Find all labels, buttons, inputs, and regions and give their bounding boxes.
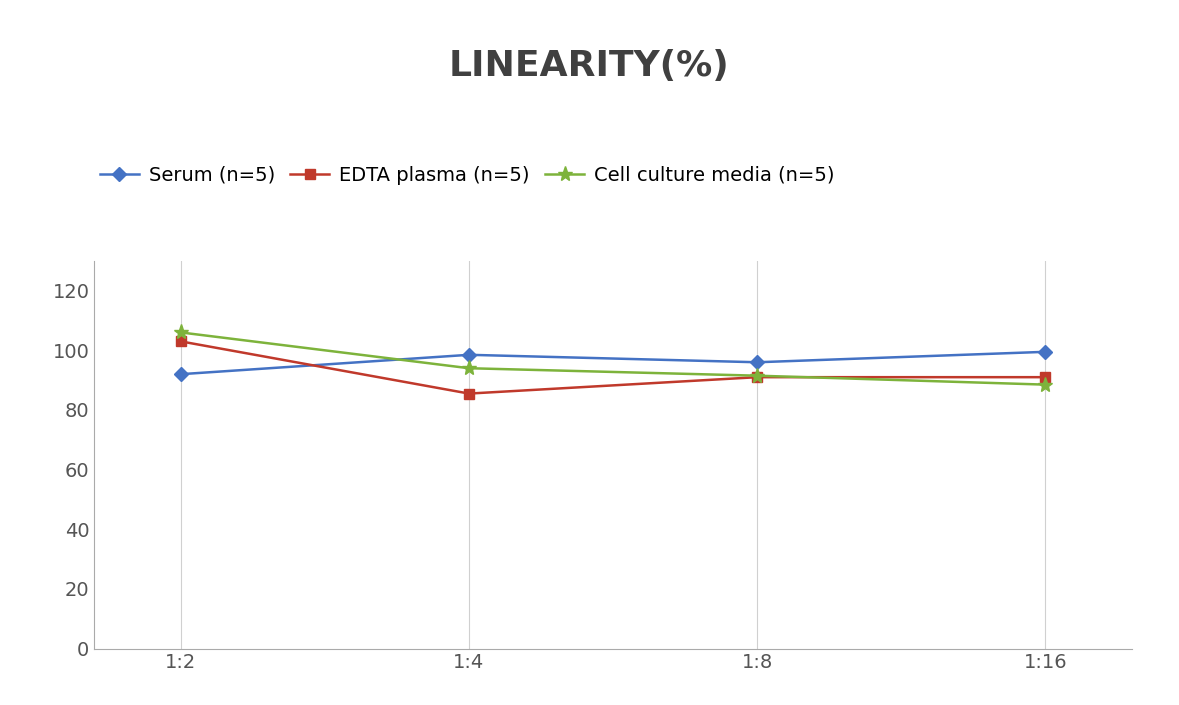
Text: LINEARITY(%): LINEARITY(%) (449, 49, 730, 83)
Legend: Serum (n=5), EDTA plasma (n=5), Cell culture media (n=5): Serum (n=5), EDTA plasma (n=5), Cell cul… (92, 158, 842, 192)
